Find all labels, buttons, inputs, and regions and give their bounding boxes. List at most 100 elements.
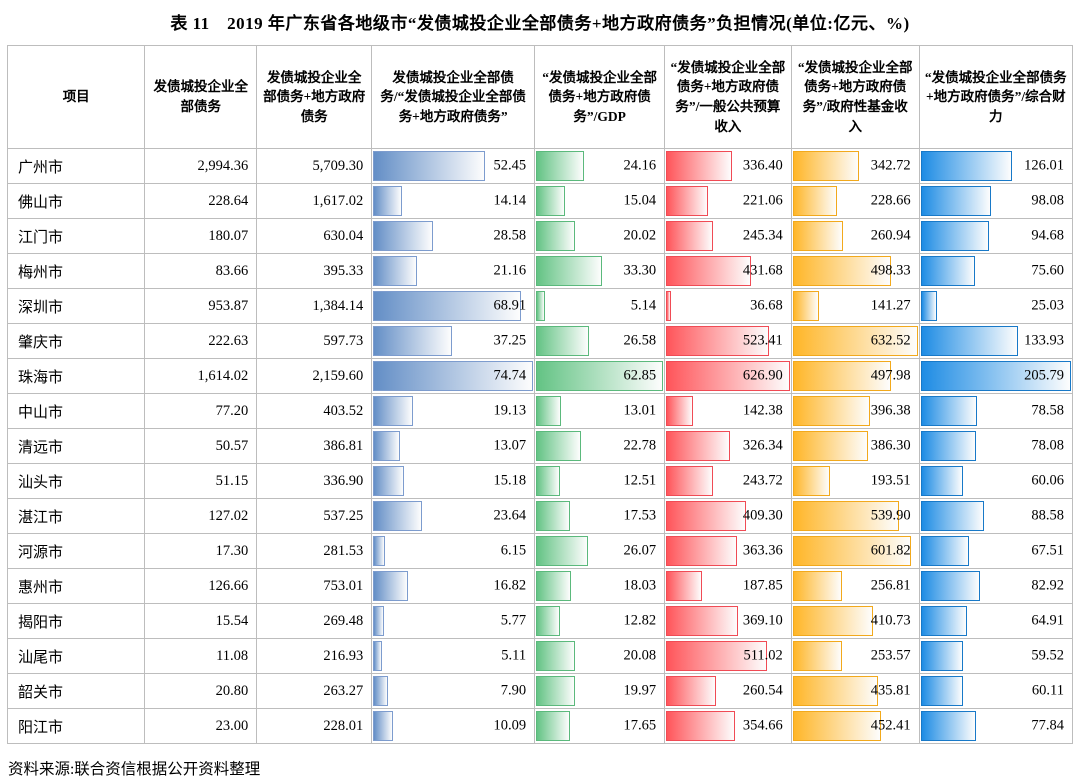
- cell-value: 98.08: [1031, 192, 1064, 209]
- table-header: 项目 发债城投企业全部债务 发债城投企业全部债务+地方政府债务 发债城投企业全部…: [6, 45, 1074, 149]
- ratio-of-total-debt-databar: [373, 606, 384, 636]
- debt-to-gdp-databar: [536, 711, 571, 741]
- cell-value: 133.93: [1024, 332, 1064, 349]
- value-cell: 597.73: [256, 323, 373, 359]
- cell-value: 26.07: [623, 542, 657, 559]
- ratio-of-total-debt-databar: [373, 431, 400, 461]
- debt-to-fund-revenue-databar: [792, 256, 891, 286]
- databar-cell: 68.91: [371, 288, 536, 324]
- debt-to-budget-revenue-databar: [666, 256, 751, 286]
- cell-value: 77.84: [1031, 717, 1064, 734]
- cell-value: 396.38: [870, 402, 911, 419]
- source-note: 资料来源:联合资信根据公开资料整理: [8, 761, 261, 778]
- debt-to-fund-revenue-databar: [792, 186, 837, 216]
- debt-to-gdp-databar: [536, 571, 572, 601]
- cell-value: 36.68: [750, 297, 783, 314]
- column-header-debt-to-gdp: “发债城投企业全部债务+地方政府债务”/GDP: [534, 45, 666, 149]
- table-row: 揭阳市 15.54 269.48 5.77 12.82 369.10 410.73 64.91: [6, 603, 1074, 639]
- debt-to-fiscal-capacity-databar: [920, 501, 985, 531]
- debt-to-fiscal-capacity-databar: [920, 466, 964, 496]
- databar-cell: 24.16: [534, 148, 666, 184]
- databar-cell: 20.08: [534, 638, 666, 674]
- cell-value: 539.90: [870, 507, 911, 524]
- value-cell: 228.01: [256, 708, 373, 744]
- debt-to-budget-revenue-databar: [666, 326, 770, 356]
- cell-value: 260.54: [742, 682, 783, 699]
- databar-cell: 19.13: [371, 393, 536, 429]
- databar-cell: 19.97: [534, 673, 666, 709]
- debt-to-budget-revenue-databar: [666, 221, 714, 251]
- cell-value: 142.38: [742, 402, 783, 419]
- value-cell: 23.00: [144, 708, 258, 744]
- ratio-of-total-debt-databar: [373, 711, 394, 741]
- cell-value: 60.06: [1031, 472, 1064, 489]
- city-name-cell: 深圳市: [6, 288, 146, 324]
- databar-cell: 94.68: [918, 218, 1074, 254]
- databar-cell: 17.53: [534, 498, 666, 534]
- databar-cell: 14.14: [371, 183, 536, 219]
- databar-cell: 7.90: [371, 673, 536, 709]
- debt-to-fiscal-capacity-databar: [920, 221, 989, 251]
- cell-value: 75.60: [1031, 262, 1064, 279]
- databar-cell: 187.85: [664, 568, 792, 604]
- cell-value: 26.58: [623, 332, 657, 349]
- databar-cell: 386.30: [790, 428, 920, 464]
- debt-to-gdp-databar: [536, 291, 545, 321]
- debt-to-fund-revenue-databar: [792, 221, 844, 251]
- databar-cell: 33.30: [534, 253, 666, 289]
- value-cell: 83.66: [144, 253, 258, 289]
- city-name-cell: 阳江市: [6, 708, 146, 744]
- debt-to-budget-revenue-databar: [666, 151, 732, 181]
- databar-cell: 142.38: [664, 393, 792, 429]
- databar-cell: 17.65: [534, 708, 666, 744]
- cell-value: 363.36: [742, 542, 783, 559]
- cell-value: 19.13: [493, 402, 527, 419]
- cell-value: 205.79: [1024, 367, 1064, 384]
- ratio-of-total-debt-databar: [373, 396, 413, 426]
- cell-value: 228.66: [870, 192, 911, 209]
- city-name-cell: 揭阳市: [6, 603, 146, 639]
- cell-value: 62.85: [623, 367, 657, 384]
- cell-value: 126.01: [1024, 157, 1064, 174]
- databar-cell: 20.02: [534, 218, 666, 254]
- cell-value: 497.98: [870, 367, 911, 384]
- cell-value: 369.10: [742, 612, 783, 629]
- debt-to-budget-revenue-databar: [666, 361, 790, 391]
- cell-value: 82.92: [1031, 577, 1064, 594]
- databar-cell: 205.79: [918, 358, 1074, 394]
- debt-burden-table: 项目 发债城投企业全部债务 发债城投企业全部债务+地方政府债务 发债城投企业全部…: [6, 45, 1074, 744]
- column-header-debt-plus-gov: 发债城投企业全部债务+地方政府债务: [256, 45, 373, 149]
- databar-cell: 74.74: [371, 358, 536, 394]
- cell-value: 5.77: [500, 612, 527, 629]
- debt-to-gdp-databar: [536, 221, 576, 251]
- cell-value: 17.53: [623, 507, 657, 524]
- debt-to-fund-revenue-databar: [792, 501, 900, 531]
- cell-value: 12.51: [623, 472, 657, 489]
- table-row: 阳江市 23.00 228.01 10.09 17.65 354.66 452.41 77.8…: [6, 708, 1074, 744]
- value-cell: 269.48: [256, 603, 373, 639]
- databar-cell: 15.18: [371, 463, 536, 499]
- cell-value: 60.11: [1031, 682, 1064, 699]
- databar-cell: 511.02: [664, 638, 792, 674]
- debt-to-fund-revenue-databar: [792, 571, 843, 601]
- databar-cell: 256.81: [790, 568, 920, 604]
- table-row: 广州市 2,994.36 5,709.30 52.45 24.16 336.40 342.7…: [6, 148, 1074, 184]
- cell-value: 511.02: [743, 647, 783, 664]
- cell-value: 59.52: [1031, 647, 1064, 664]
- value-cell: 537.25: [256, 498, 373, 534]
- databar-cell: 13.07: [371, 428, 536, 464]
- debt-to-fund-revenue-databar: [792, 466, 830, 496]
- table-row: 肇庆市 222.63 597.73 37.25 26.58 523.41 632.52 133…: [6, 323, 1074, 359]
- databar-cell: 12.82: [534, 603, 666, 639]
- debt-to-fiscal-capacity-databar: [920, 396, 977, 426]
- city-name-cell: 清远市: [6, 428, 146, 464]
- value-cell: 953.87: [144, 288, 258, 324]
- debt-to-gdp-databar: [536, 466, 560, 496]
- cell-value: 187.85: [742, 577, 783, 594]
- cell-value: 409.30: [742, 507, 783, 524]
- value-cell: 2,159.60: [256, 358, 373, 394]
- table-row: 佛山市 228.64 1,617.02 14.14 15.04 221.06 228.66 9…: [6, 183, 1074, 219]
- databar-cell: 6.15: [371, 533, 536, 569]
- databar-cell: 228.66: [790, 183, 920, 219]
